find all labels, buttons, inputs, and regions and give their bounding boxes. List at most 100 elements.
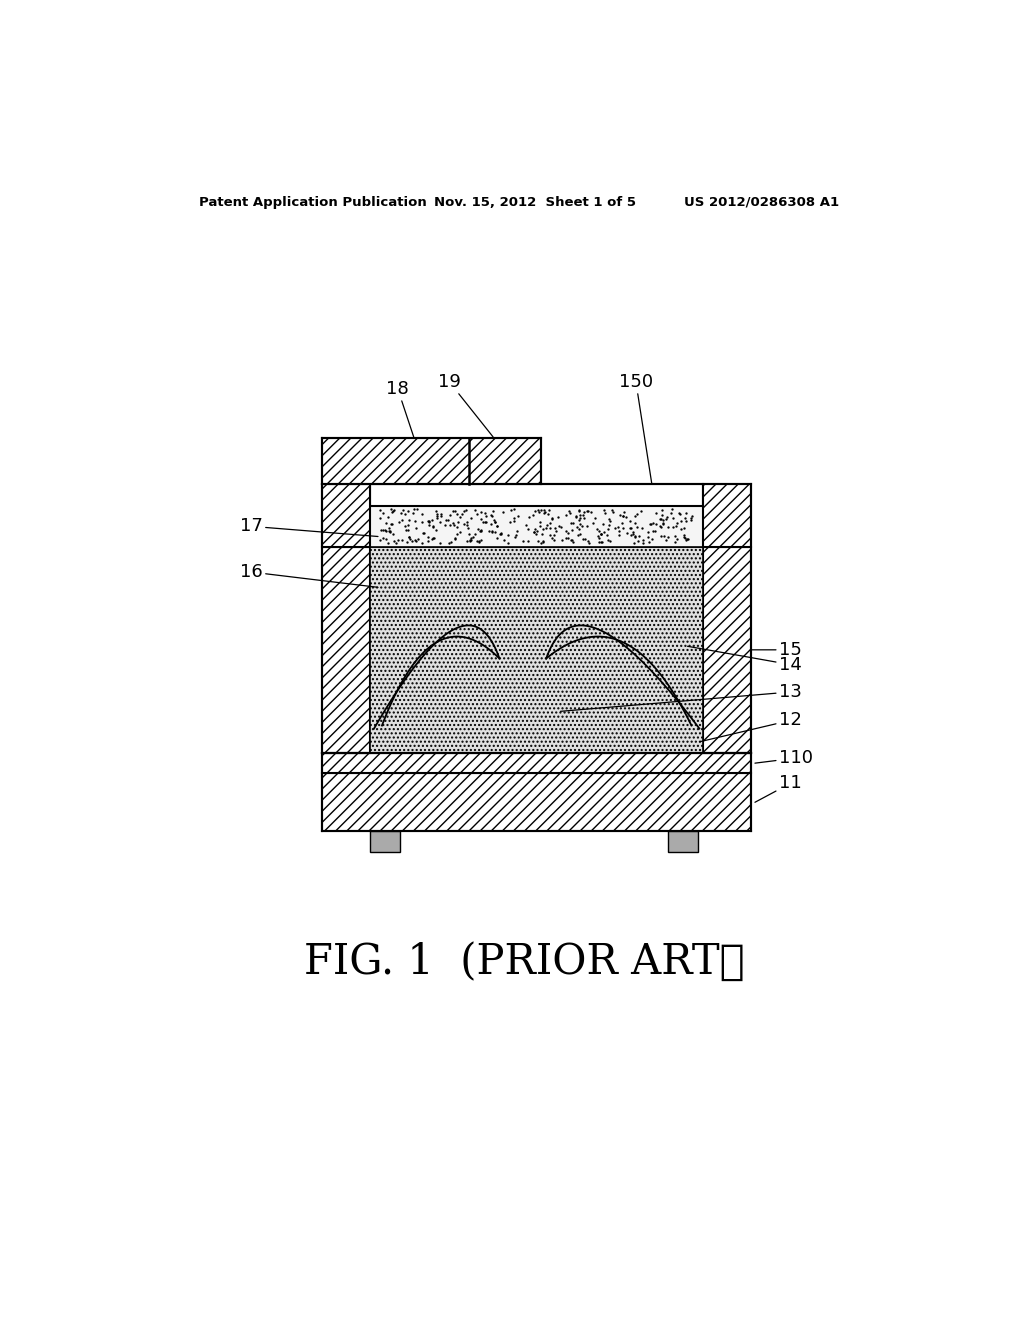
Text: 13: 13 xyxy=(560,682,802,711)
Point xyxy=(567,507,584,528)
Point xyxy=(601,508,617,529)
Text: 14: 14 xyxy=(687,647,802,673)
Point xyxy=(424,529,440,550)
Point xyxy=(593,524,609,545)
Point xyxy=(565,512,582,533)
Point xyxy=(627,525,643,546)
Point xyxy=(680,528,696,549)
Point xyxy=(658,507,675,528)
Point xyxy=(672,503,688,524)
Point xyxy=(386,531,402,552)
Point xyxy=(415,511,431,532)
Point xyxy=(594,531,610,552)
Point xyxy=(601,531,617,552)
Point xyxy=(432,533,449,554)
Point xyxy=(626,533,642,554)
Point xyxy=(630,531,646,552)
Point xyxy=(570,500,587,521)
Point xyxy=(542,524,558,545)
Point xyxy=(489,515,506,536)
Point xyxy=(676,508,692,529)
Point xyxy=(432,511,449,532)
Point xyxy=(570,510,587,531)
Point xyxy=(527,524,544,545)
Point xyxy=(673,519,689,540)
Point xyxy=(684,506,700,527)
Point xyxy=(463,527,479,548)
Point xyxy=(377,520,393,541)
Point xyxy=(645,520,662,541)
Point xyxy=(425,528,441,549)
Point xyxy=(438,510,455,531)
Point xyxy=(421,511,437,532)
Point xyxy=(544,527,560,548)
Point xyxy=(433,504,450,525)
Polygon shape xyxy=(668,832,697,851)
Point xyxy=(535,519,551,540)
Point xyxy=(590,525,606,546)
Point xyxy=(589,519,605,540)
Point xyxy=(472,520,488,541)
Point xyxy=(526,521,543,543)
Point xyxy=(610,524,627,545)
Point xyxy=(433,506,450,527)
Point xyxy=(658,510,675,531)
Point xyxy=(574,528,591,549)
Point xyxy=(477,502,494,523)
Point xyxy=(449,503,465,524)
Point xyxy=(487,521,504,543)
Point xyxy=(407,510,423,531)
Point xyxy=(382,521,398,543)
Point xyxy=(459,511,475,532)
Point xyxy=(495,502,511,523)
Point xyxy=(625,523,641,544)
Point xyxy=(676,527,692,548)
Point xyxy=(404,531,421,552)
Point xyxy=(493,524,509,545)
Point xyxy=(488,528,505,549)
Point xyxy=(452,507,468,528)
Point xyxy=(477,512,494,533)
Point xyxy=(558,506,574,527)
Point xyxy=(485,500,502,521)
Point xyxy=(473,520,489,541)
Point xyxy=(470,519,486,540)
Point xyxy=(460,517,476,539)
Point xyxy=(683,510,699,531)
Point xyxy=(408,517,424,539)
Point xyxy=(587,507,603,528)
Point xyxy=(399,515,416,536)
Point xyxy=(532,499,549,520)
Point xyxy=(553,516,569,537)
Point xyxy=(620,521,636,543)
Point xyxy=(483,513,500,535)
Point xyxy=(534,523,550,544)
Point xyxy=(506,510,522,531)
Point xyxy=(568,516,585,537)
Point xyxy=(442,515,459,536)
Point xyxy=(665,507,681,528)
Text: 110: 110 xyxy=(755,748,813,767)
Polygon shape xyxy=(703,546,751,752)
Point xyxy=(673,511,689,532)
Point xyxy=(532,512,549,533)
Text: 17: 17 xyxy=(240,517,378,536)
Point xyxy=(560,528,577,549)
Point xyxy=(480,520,497,541)
Point xyxy=(546,529,562,550)
Point xyxy=(409,499,425,520)
Point xyxy=(531,515,548,536)
Point xyxy=(384,513,400,535)
Point xyxy=(631,525,647,546)
Point xyxy=(677,527,693,548)
Point xyxy=(408,531,424,552)
Point xyxy=(394,499,411,520)
Point xyxy=(529,531,546,552)
Point xyxy=(398,532,415,553)
Point xyxy=(623,524,639,545)
Point xyxy=(653,525,670,546)
Point xyxy=(654,512,671,533)
Point xyxy=(544,508,560,529)
Point xyxy=(627,513,643,535)
Point xyxy=(378,528,394,549)
